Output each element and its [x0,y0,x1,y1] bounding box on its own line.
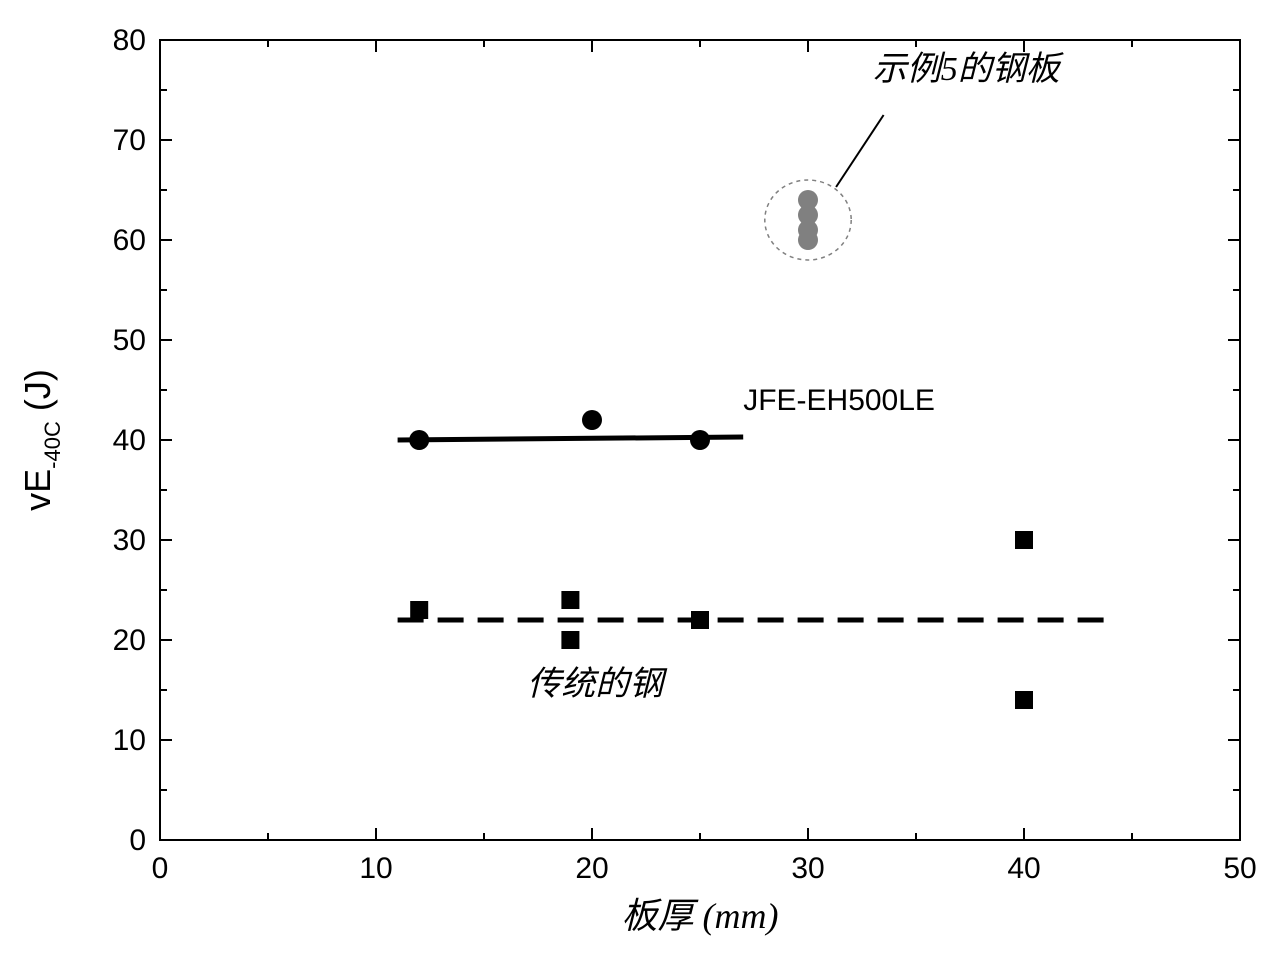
y-tick-label: 0 [129,824,146,857]
x-tick-label: 10 [359,852,392,885]
y-tick-label: 30 [113,524,146,557]
marker-traditional-steel [561,631,579,649]
y-tick-label: 60 [113,224,146,257]
marker-jfe-eh500le [582,410,602,430]
callout-leader-example5-steel [836,115,884,187]
marker-jfe-eh500le [409,430,429,450]
y-tick-label: 20 [113,624,146,657]
marker-jfe-eh500le [690,430,710,450]
y-tick-label: 70 [113,124,146,157]
x-tick-label: 20 [575,852,608,885]
x-axis-label: 板厚 (mm) [622,896,779,936]
marker-traditional-steel [561,591,579,609]
x-tick-label: 50 [1223,852,1256,885]
marker-traditional-steel [691,611,709,629]
chart-container: 0 10 20 30 40 50 0 10 20 30 40 50 60 70 80 板厚 (mm) vE-40… [0,0,1288,960]
x-tick-label: 30 [791,852,824,885]
marker-example5-steel [798,230,818,250]
x-tick-label: 40 [1007,852,1040,885]
marker-traditional-steel [1015,691,1033,709]
series-label-example5-steel: 示例5的钢板 [873,51,1065,88]
marker-traditional-steel [410,601,428,619]
chart-svg: 0 10 20 30 40 50 0 10 20 30 40 50 60 70 80 板厚 (mm) vE-40… [0,0,1288,960]
marker-traditional-steel [1015,531,1033,549]
series-label-jfe-eh500le: JFE-EH500LE [743,384,935,417]
y-tick-label: 10 [113,724,146,757]
y-tick-label: 80 [113,24,146,57]
x-tick-label: 0 [152,852,169,885]
series-label-traditional-steel: 传统的钢 [527,666,668,703]
y-tick-label: 40 [113,424,146,457]
y-axis-label: vE-40C (J) [17,369,65,511]
y-tick-label: 50 [113,324,146,357]
